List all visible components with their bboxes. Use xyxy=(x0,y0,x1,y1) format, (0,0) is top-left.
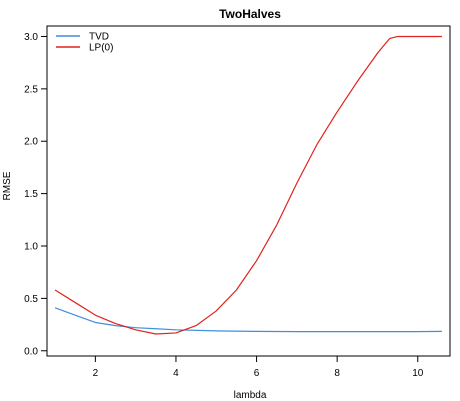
chart-title: TwoHalves xyxy=(219,7,281,21)
legend-label-lp-0: LP(0) xyxy=(89,43,113,54)
legend-label-tvd: TVD xyxy=(89,32,109,43)
x-tick-label-3: 8 xyxy=(334,368,340,379)
y-tick-label-5: 2.5 xyxy=(24,84,38,95)
y-tick-label-6: 3.0 xyxy=(24,32,38,43)
y-tick-label-2: 1.0 xyxy=(24,242,38,253)
y-tick-label-4: 2.0 xyxy=(24,137,38,148)
x-tick-label-0: 2 xyxy=(93,368,99,379)
y-tick-label-1: 0.5 xyxy=(24,294,38,305)
x-tick-label-1: 4 xyxy=(173,368,179,379)
x-axis-label: lambda xyxy=(234,390,267,401)
y-tick-label-0: 0.0 xyxy=(24,346,38,357)
plot-frame xyxy=(46,25,451,357)
y-axis: 0.0 0.5 1.0 1.5 2.0 2.5 3.0 xyxy=(24,32,47,357)
series-layer xyxy=(54,35,442,335)
y-axis-label: RMSE xyxy=(2,171,13,200)
y-tick-label-3: 1.5 xyxy=(24,189,38,200)
x-tick-label-4: 10 xyxy=(412,368,424,379)
series-line-lp-0 xyxy=(54,35,442,335)
x-tick-label-2: 6 xyxy=(254,368,260,379)
series-line-tvd xyxy=(54,307,442,333)
x-axis: 2 4 6 8 10 xyxy=(93,356,424,379)
